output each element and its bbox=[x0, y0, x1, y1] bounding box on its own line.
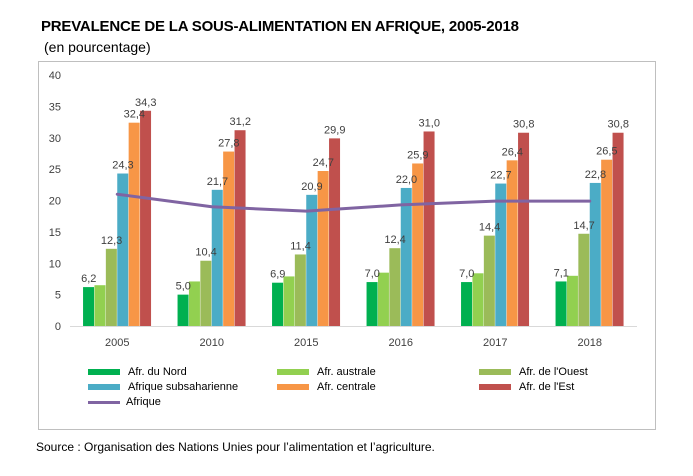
bar bbox=[566, 275, 578, 326]
bar-data-label: 14,7 bbox=[573, 220, 594, 232]
bar bbox=[601, 159, 613, 326]
bar bbox=[177, 294, 189, 327]
bar bbox=[94, 285, 106, 326]
bar-data-label: 25,9 bbox=[407, 149, 428, 161]
bar bbox=[200, 260, 212, 326]
y-tick-label: 5 bbox=[55, 290, 61, 302]
y-tick-label: 20 bbox=[49, 196, 61, 208]
bar-data-label: 22,0 bbox=[396, 174, 417, 186]
bar bbox=[461, 282, 473, 326]
bar-data-label: 30,8 bbox=[608, 119, 629, 131]
bar-data-label: 22,7 bbox=[490, 170, 511, 182]
bar-labels: 6,2 12,3 24,3 32,434,3 5,0 10,4 21,7 27,8 31,2 6,… bbox=[81, 97, 629, 293]
y-tick-label: 30 bbox=[49, 133, 61, 145]
bar-data-label: 21,7 bbox=[207, 176, 228, 188]
bar-data-label: 10,4 bbox=[195, 247, 216, 259]
bar-data-label: 6,9 bbox=[270, 269, 285, 281]
bar bbox=[389, 248, 401, 326]
bar bbox=[128, 122, 140, 326]
bar-data-label: 31,0 bbox=[419, 117, 440, 129]
bar bbox=[612, 132, 624, 326]
bar-data-label: 6,2 bbox=[81, 273, 96, 285]
y-tick-label: 10 bbox=[49, 258, 61, 270]
bar bbox=[272, 282, 284, 326]
bar bbox=[506, 160, 518, 326]
bar bbox=[377, 272, 389, 326]
bar-data-label: 30,8 bbox=[513, 119, 534, 131]
bar bbox=[306, 194, 318, 326]
bar-data-label: 11,4 bbox=[290, 240, 311, 252]
bar-data-label: 34,3 bbox=[135, 97, 156, 109]
bar-data-label: 32,4 bbox=[124, 109, 145, 121]
y-tick-label: 25 bbox=[49, 164, 61, 176]
bar bbox=[412, 163, 424, 326]
x-axis: 2005 2010 2015 2016 2017 2018 bbox=[70, 326, 637, 349]
bar-data-label: 26,4 bbox=[502, 146, 523, 158]
bar bbox=[589, 182, 601, 326]
bar-data-label: 27,8 bbox=[218, 138, 239, 150]
bar-data-label: 20,9 bbox=[301, 181, 322, 193]
bar-data-label: 12,4 bbox=[384, 234, 405, 246]
bar bbox=[283, 276, 295, 326]
bar bbox=[518, 132, 530, 326]
x-tick-label: 2005 bbox=[105, 337, 129, 349]
x-tick-label: 2016 bbox=[389, 337, 413, 349]
bar-data-label: 7,1 bbox=[554, 267, 569, 279]
y-axis: 0 5 10 15 20 25 30 35 40 bbox=[49, 70, 61, 333]
afrique-line bbox=[115, 192, 592, 213]
chart-frame bbox=[38, 61, 656, 430]
source-note: Source : Organisation des Nations Unies … bbox=[36, 440, 435, 454]
bar-data-label: 7,0 bbox=[365, 268, 380, 280]
y-tick-label: 0 bbox=[55, 321, 61, 333]
bar bbox=[294, 254, 306, 326]
bar-data-label: 29,9 bbox=[324, 124, 345, 136]
bar bbox=[472, 273, 484, 326]
bar-data-label: 31,2 bbox=[230, 116, 251, 128]
bar bbox=[578, 233, 590, 326]
bar bbox=[83, 287, 95, 326]
y-tick-label: 40 bbox=[49, 70, 61, 82]
x-tick-label: 2017 bbox=[483, 337, 507, 349]
bar-data-label: 7,0 bbox=[459, 268, 474, 280]
afrique-line-layer bbox=[115, 192, 592, 213]
bar bbox=[211, 189, 223, 326]
bar bbox=[234, 130, 246, 326]
x-tick-label: 2018 bbox=[578, 337, 602, 349]
chart-title: PREVALENCE DE LA SOUS-ALIMENTATION EN AF… bbox=[41, 18, 519, 35]
chart-subtitle: (en pourcentage) bbox=[44, 39, 151, 55]
bar-data-label: 14,4 bbox=[479, 222, 500, 234]
x-tick-label: 2015 bbox=[294, 337, 318, 349]
bar bbox=[317, 171, 329, 326]
y-tick-label: 35 bbox=[49, 101, 61, 113]
bar bbox=[223, 151, 235, 326]
bar bbox=[400, 187, 412, 326]
bar-group bbox=[83, 110, 624, 327]
bar-data-label: 26,5 bbox=[596, 146, 617, 158]
bar-data-label: 5,0 bbox=[176, 281, 191, 293]
bar-data-label: 24,3 bbox=[112, 160, 133, 172]
bar bbox=[188, 281, 200, 326]
bar bbox=[495, 183, 507, 326]
bar bbox=[366, 282, 378, 326]
bar bbox=[105, 248, 117, 326]
bar-data-label: 12,3 bbox=[101, 235, 122, 247]
bar bbox=[329, 138, 341, 326]
y-tick-label: 15 bbox=[49, 227, 61, 239]
bar-data-label: 24,7 bbox=[313, 157, 334, 169]
bar bbox=[140, 110, 152, 327]
x-tick-label: 2010 bbox=[200, 337, 224, 349]
bar-data-label: 22,8 bbox=[585, 169, 606, 181]
bar bbox=[483, 235, 495, 326]
bar bbox=[117, 173, 129, 326]
bar bbox=[423, 131, 435, 326]
bar bbox=[555, 281, 567, 326]
